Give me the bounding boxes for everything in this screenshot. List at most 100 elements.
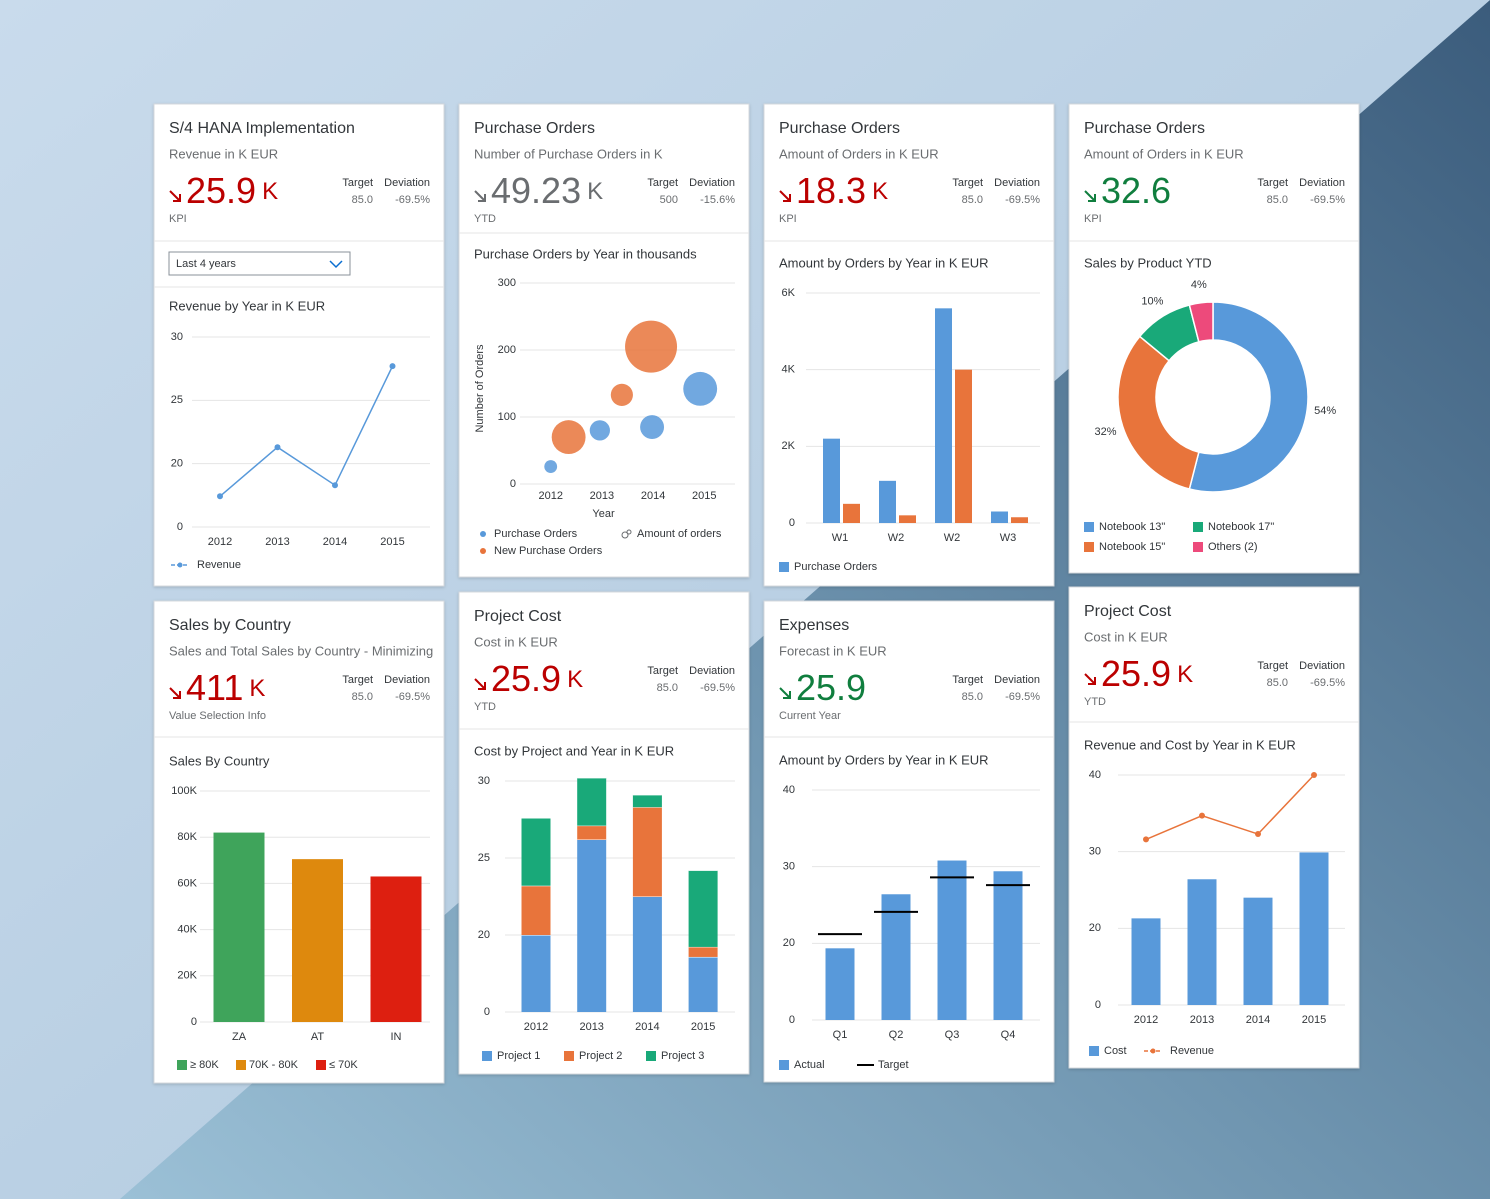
legend-label: Notebook 15" xyxy=(1099,541,1165,553)
point xyxy=(274,444,281,451)
deviation-value: -69.5% xyxy=(1005,194,1040,206)
legend-label: New Purchase Orders xyxy=(494,545,603,557)
point xyxy=(389,363,396,370)
kpi-unit: K xyxy=(567,666,583,693)
bar xyxy=(521,817,551,886)
y-tick-label: 2K xyxy=(782,440,796,452)
kpi-label: KPI xyxy=(1084,213,1102,225)
target-label: Target xyxy=(1257,177,1288,189)
bar xyxy=(688,946,718,957)
kpi-unit: K xyxy=(587,178,603,205)
x-tick-label: 2013 xyxy=(579,1021,603,1033)
deviation-value: -69.5% xyxy=(395,194,430,206)
legend-label: Project 2 xyxy=(579,1050,622,1062)
data-label: 32% xyxy=(1095,426,1117,438)
legend-swatch xyxy=(779,562,789,572)
y-tick-label: 20 xyxy=(171,458,183,470)
y-tick-label: 0 xyxy=(510,478,516,490)
legend-label: Purchase Orders xyxy=(494,528,578,540)
data-label: 54% xyxy=(1314,405,1336,417)
chart-title: Amount by Orders by Year in K EUR xyxy=(779,255,989,270)
kpi-unit: K xyxy=(262,178,278,205)
kpi-unit: K xyxy=(872,178,888,205)
bar xyxy=(823,438,840,523)
target-value: 500 xyxy=(660,194,678,206)
target-label: Target xyxy=(342,674,373,686)
target-value: 85.0 xyxy=(1267,677,1288,689)
y-tick-label: 80K xyxy=(177,831,197,843)
card xyxy=(763,103,1055,587)
line xyxy=(219,365,394,497)
y-tick-label: 30 xyxy=(478,775,490,787)
kpi-value: 25.9 xyxy=(186,170,256,211)
bar xyxy=(577,777,607,826)
y-tick-label: 20 xyxy=(478,929,490,941)
card-subtitle: Cost in K EUR xyxy=(474,634,558,649)
bar xyxy=(632,807,662,897)
card-title: Project Cost xyxy=(474,608,562,625)
x-tick-label: 2013 xyxy=(1190,1014,1214,1026)
x-tick-label: 2012 xyxy=(1134,1014,1158,1026)
card-subtitle: Cost in K EUR xyxy=(1084,629,1168,644)
dropdown-arrow[interactable] xyxy=(329,260,343,269)
chart-title: Sales By Country xyxy=(169,753,270,768)
kpi-value: 25.9 xyxy=(1101,653,1171,694)
y-tick-label: 0 xyxy=(789,517,795,529)
bar xyxy=(879,480,896,523)
kpi-unit: K xyxy=(1177,661,1193,688)
x-tick-label: W2 xyxy=(888,532,905,544)
kpi-value: 18.3 xyxy=(796,170,866,211)
y-tick-label: 40K xyxy=(177,924,197,936)
target-value: 85.0 xyxy=(1267,194,1288,206)
legend-swatch xyxy=(177,562,183,568)
legend-label: ≥ 80K xyxy=(190,1059,219,1071)
dropdown-value[interactable]: Last 4 years xyxy=(176,258,236,270)
legend-swatch xyxy=(1193,542,1203,552)
deviation-label: Deviation xyxy=(384,177,430,189)
data-label: 4% xyxy=(1191,279,1207,291)
legend-swatch xyxy=(1084,542,1094,552)
point xyxy=(1255,831,1261,838)
deviation-label: Deviation xyxy=(1299,177,1345,189)
point xyxy=(1199,812,1205,819)
trend-icon xyxy=(474,190,486,202)
legend-label: Notebook 17" xyxy=(1208,521,1274,533)
point xyxy=(1143,836,1149,843)
deviation-label: Deviation xyxy=(994,177,1040,189)
x-tick-label: Q2 xyxy=(889,1029,904,1041)
kpi-label: YTD xyxy=(474,213,496,225)
legend-label: Revenue xyxy=(1170,1045,1214,1057)
legend-swatch xyxy=(177,1060,187,1070)
dropdown[interactable] xyxy=(168,251,351,276)
deviation-label: Deviation xyxy=(1299,660,1345,672)
x-tick-label: IN xyxy=(391,1031,402,1043)
y-tick-label: 200 xyxy=(498,344,516,356)
y-tick-label: 6K xyxy=(782,287,796,299)
bar xyxy=(881,894,911,1020)
x-tick-label: 2012 xyxy=(538,490,562,502)
x-axis-label: Year xyxy=(592,508,615,520)
legend-label: ≤ 70K xyxy=(329,1059,358,1071)
point xyxy=(332,482,338,489)
y-tick-label: 20 xyxy=(783,937,795,949)
bubble xyxy=(551,420,586,455)
y-tick-label: 0 xyxy=(1095,999,1101,1011)
chart-title: Amount by Orders by Year in K EUR xyxy=(779,752,989,767)
x-tick-label: 2014 xyxy=(635,1021,659,1033)
trend-icon xyxy=(474,678,486,690)
y-tick-label: 40 xyxy=(1089,769,1101,781)
target-label: Target xyxy=(647,177,678,189)
size-legend-icon xyxy=(621,531,629,539)
deviation-label: Deviation xyxy=(384,674,430,686)
deviation-value: -69.5% xyxy=(700,682,735,694)
card-title: Purchase Orders xyxy=(474,120,595,137)
bar xyxy=(825,948,855,1020)
kpi-unit: K xyxy=(249,675,265,702)
trend-icon xyxy=(1084,190,1096,202)
bubble xyxy=(544,460,558,473)
trend-icon xyxy=(1084,673,1096,685)
card xyxy=(153,103,445,587)
y-tick-label: 0 xyxy=(191,1016,197,1028)
x-tick-label: Q3 xyxy=(945,1029,960,1041)
y-tick-label: 30 xyxy=(1089,846,1101,858)
